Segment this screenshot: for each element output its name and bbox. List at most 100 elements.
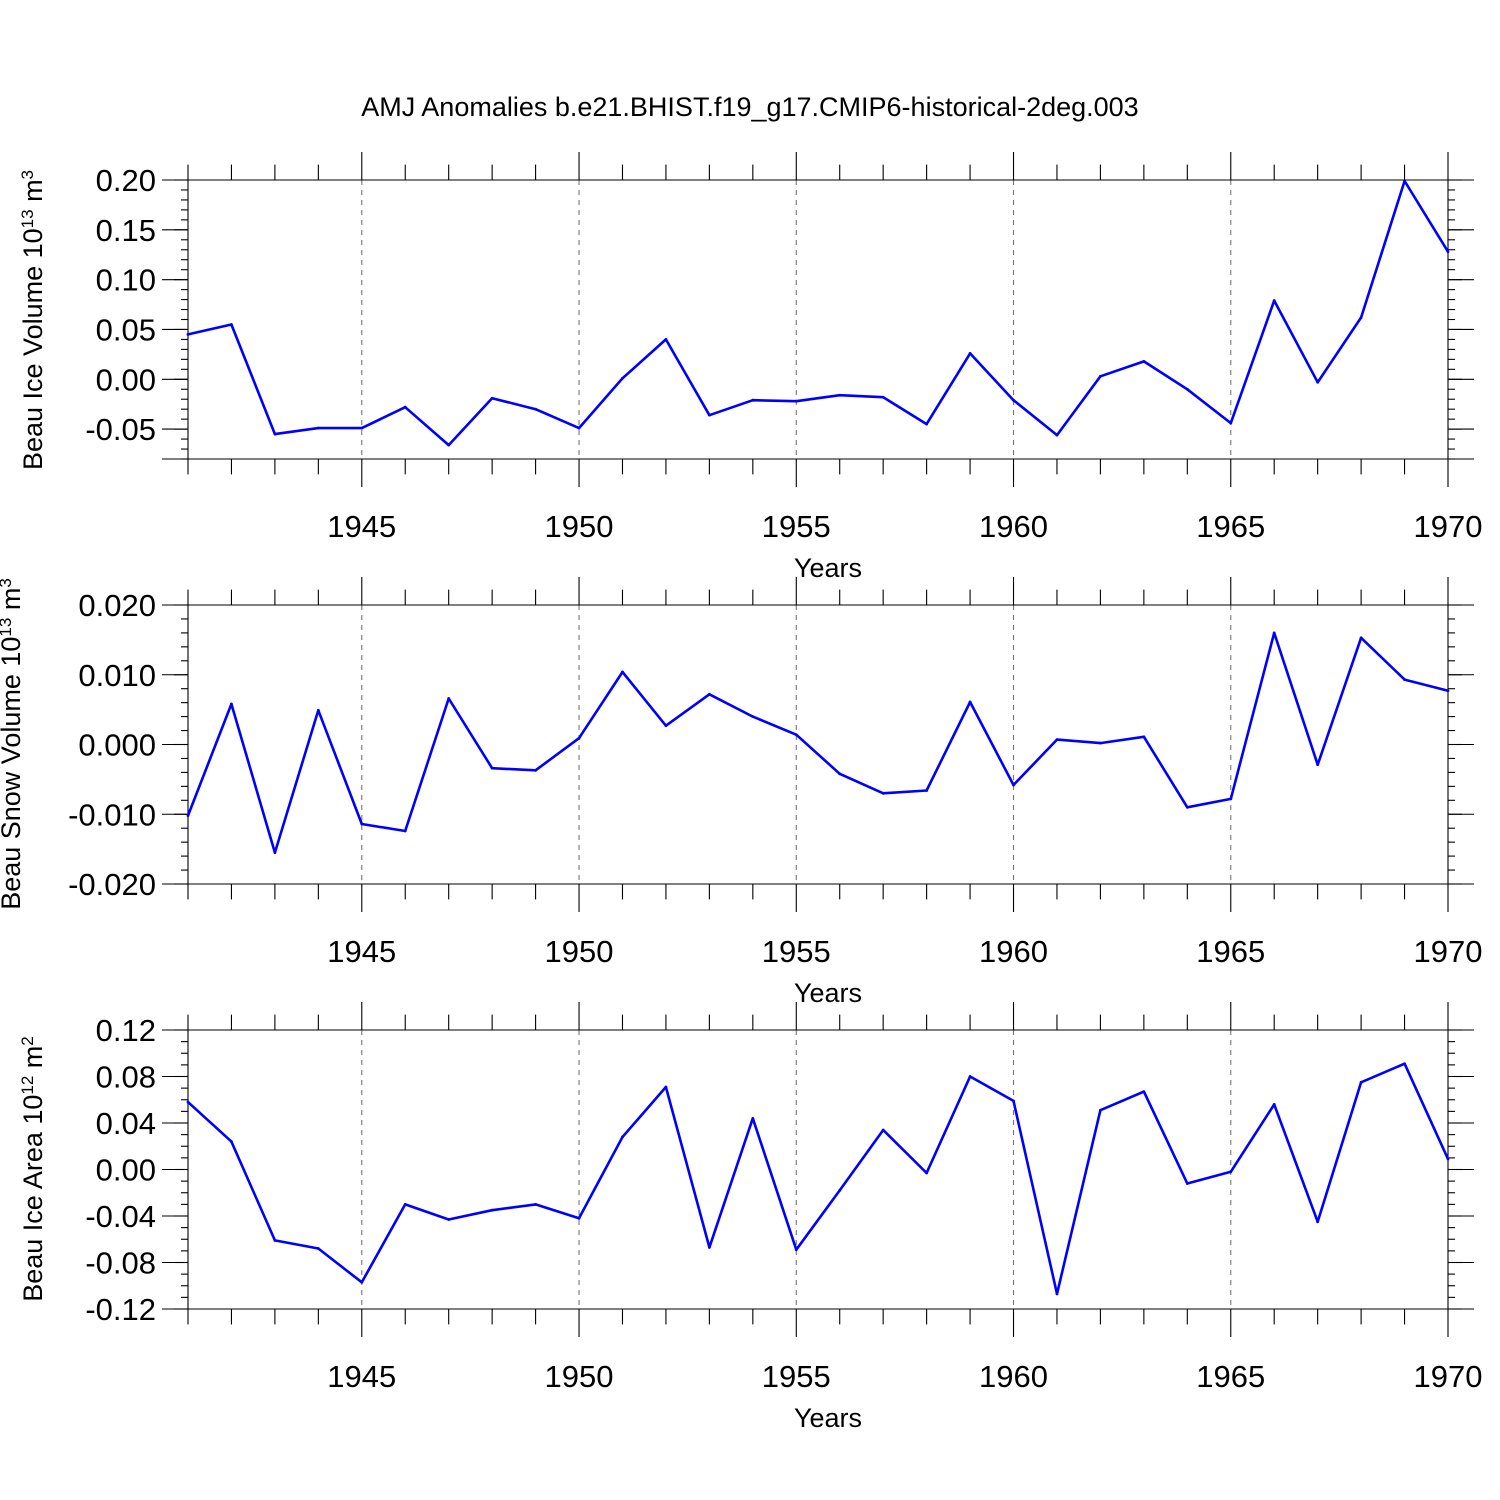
data-point xyxy=(360,822,364,826)
data-point xyxy=(838,393,842,397)
data-point xyxy=(1272,1103,1276,1106)
data-point xyxy=(230,1140,233,1143)
data-point xyxy=(1316,763,1320,767)
data-point xyxy=(360,426,364,430)
data-point xyxy=(1185,1182,1189,1185)
data-point xyxy=(316,426,320,430)
data-point xyxy=(1316,1220,1320,1224)
data-point xyxy=(621,670,624,674)
x-tick-label: 1955 xyxy=(762,1359,831,1394)
x-tick-label: 1955 xyxy=(762,934,831,969)
data-point xyxy=(1142,1090,1146,1094)
x-tick-label: 1950 xyxy=(545,509,614,544)
y-tick-label: -0.04 xyxy=(85,1199,156,1234)
x-axis-label: Years xyxy=(794,1403,862,1433)
data-point xyxy=(1446,250,1450,254)
x-tick-label: 1955 xyxy=(762,509,831,544)
data-point xyxy=(577,1216,581,1220)
y-tick-label: 0.04 xyxy=(96,1106,156,1141)
data-point xyxy=(968,351,972,355)
data-point xyxy=(230,702,233,706)
data-point xyxy=(273,1239,277,1242)
y-tick-label: -0.12 xyxy=(85,1292,156,1327)
data-point xyxy=(1185,387,1189,391)
data-point xyxy=(925,1171,929,1175)
x-tick-label: 1965 xyxy=(1196,1359,1265,1394)
data-point xyxy=(621,1135,624,1139)
x-tick-label: 1950 xyxy=(545,1359,614,1394)
data-point xyxy=(1272,631,1276,635)
data-point xyxy=(1229,1170,1233,1174)
data-point xyxy=(1055,1292,1059,1296)
x-tick-label: 1960 xyxy=(979,509,1048,544)
data-point xyxy=(1142,359,1146,363)
data-point xyxy=(881,395,885,399)
y-tick-label: -0.08 xyxy=(85,1246,156,1281)
chart-panel-3: -0.12 -0.08 -0.04 0.00 0.04 0.08 0.12 1945 1950 1… xyxy=(18,1002,1483,1433)
data-point xyxy=(490,1208,494,1212)
data-point xyxy=(1403,678,1406,682)
x-tick-label: 1950 xyxy=(545,934,614,969)
data-point xyxy=(794,1248,798,1252)
x-tick-label: 1960 xyxy=(979,934,1048,969)
data-point xyxy=(1229,421,1233,425)
y-tick-label: 0.20 xyxy=(96,163,156,198)
data-point xyxy=(1403,1062,1406,1066)
figure-title: AMJ Anomalies b.e21.BHIST.f19_g17.CMIP6-… xyxy=(361,92,1138,122)
data-point xyxy=(230,323,233,326)
data-point xyxy=(403,829,407,833)
data-point xyxy=(534,768,537,772)
data-point xyxy=(447,1218,451,1221)
y-axis-label: Beau Snow Volume 1013 m3 xyxy=(0,578,26,910)
data-point xyxy=(403,405,407,409)
chart-panel-2: -0.020 -0.010 0.000 0.010 0.020 1945 1950 1955 1… xyxy=(0,577,1482,1008)
series-line xyxy=(186,631,1449,854)
data-point xyxy=(273,432,277,436)
chart-panel-1: -0.05 0.00 0.05 0.10 0.15 0.20 1945 1950 1955 196… xyxy=(18,152,1482,583)
data-point xyxy=(490,396,494,400)
y-tick-label: 0.08 xyxy=(96,1060,156,1095)
data-point xyxy=(1446,689,1450,693)
data-point xyxy=(447,443,451,447)
data-point xyxy=(1316,380,1320,384)
data-point xyxy=(925,789,929,792)
panels: -0.05 0.00 0.05 0.10 0.15 0.20 1945 1950 1955 196… xyxy=(0,152,1482,1433)
data-point xyxy=(1012,398,1015,402)
data-point xyxy=(186,814,190,818)
data-point xyxy=(881,1128,885,1132)
data-point xyxy=(273,851,277,855)
y-tick-label: 0.00 xyxy=(96,362,156,397)
y-tick-label: 0.10 xyxy=(96,263,156,298)
data-point xyxy=(1012,783,1015,787)
y-tick-label: 0.00 xyxy=(96,1153,156,1188)
data-point xyxy=(360,1280,364,1284)
x-tick-label: 1965 xyxy=(1196,509,1265,544)
x-tick-label: 1960 xyxy=(979,1359,1048,1394)
data-point xyxy=(447,697,451,700)
data-point xyxy=(968,700,972,704)
data-point xyxy=(664,724,668,728)
data-point xyxy=(1055,433,1059,437)
data-point xyxy=(751,1116,755,1120)
data-point xyxy=(1055,738,1059,742)
data-point xyxy=(881,791,885,795)
data-point xyxy=(316,708,320,712)
y-tick-label: 0.010 xyxy=(78,658,156,693)
y-axis-label: Beau Ice Volume 1013 m3 xyxy=(18,170,49,470)
x-tick-label: 1970 xyxy=(1414,1359,1483,1394)
data-point xyxy=(707,1245,711,1249)
data-point xyxy=(1359,1080,1363,1084)
x-tick-label: 1945 xyxy=(327,934,396,969)
data-point xyxy=(577,736,581,740)
y-tick-label: 0.05 xyxy=(96,312,156,347)
y-axis-label: Beau Ice Area 1012 m2 xyxy=(18,1036,49,1302)
series-line xyxy=(187,179,1450,447)
data-point xyxy=(186,1100,190,1104)
data-point xyxy=(1099,1108,1102,1112)
x-tick-label: 1965 xyxy=(1196,934,1265,969)
data-point xyxy=(1272,299,1276,302)
data-point xyxy=(707,692,711,696)
data-point xyxy=(968,1075,972,1078)
y-tick-label: 0.000 xyxy=(78,728,156,763)
